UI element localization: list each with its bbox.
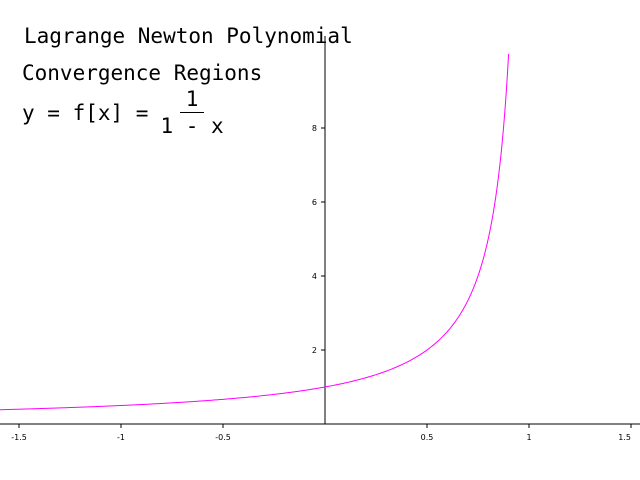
chart-title-line-1: Lagrange Newton Polynomial (24, 24, 353, 48)
formula-denominator: 1 - x (160, 114, 224, 139)
y-tick-label: 6 (312, 198, 317, 207)
x-tick-label: -1.5 (11, 433, 27, 442)
x-tick-label: 1.5 (618, 433, 631, 442)
x-tick-label: 1 (526, 433, 531, 442)
chart-title-line-2: Convergence Regions (22, 61, 263, 85)
x-tick-label: -0.5 (215, 433, 231, 442)
formula-lhs: y = f[x] = (22, 100, 149, 125)
series-line (0, 53, 510, 411)
ticks: -1.5 -1 -0.5 0.5 1 1.5 2 4 6 8 (11, 124, 632, 442)
y-tick-label: 4 (312, 272, 317, 281)
formula-fraction: 1 1 - x (158, 88, 225, 137)
axes (0, 36, 640, 425)
x-tick-label: 0.5 (421, 433, 434, 442)
y-tick-label: 2 (312, 346, 317, 355)
y-tick-label: 8 (312, 124, 317, 133)
formula-numerator: 1 (179, 88, 205, 114)
formula: y = f[x] = 1 1 - x (22, 88, 226, 137)
x-tick-label: -1 (117, 433, 125, 442)
series-group (0, 53, 510, 411)
